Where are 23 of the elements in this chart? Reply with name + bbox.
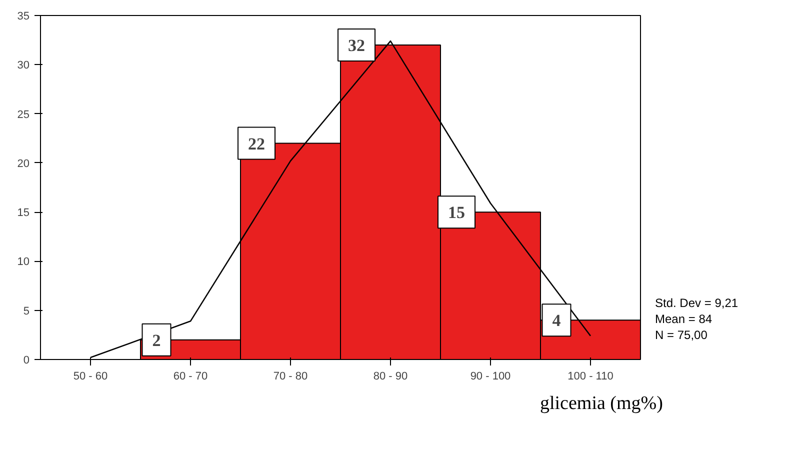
y-tick-label: 20	[17, 158, 30, 170]
x-tick-label: 80 - 90	[373, 370, 408, 382]
data-label: 22	[248, 134, 265, 154]
y-tick-label: 25	[17, 108, 30, 121]
text: Std. Dev = 9,21	[655, 296, 738, 310]
y-tick-label: 5	[23, 305, 30, 318]
x-tick-label: 100 - 110	[568, 370, 614, 382]
y-tick-label: 35	[17, 10, 30, 22]
y-tick-label: 15	[17, 207, 30, 220]
data-label: 32	[348, 36, 365, 55]
y-tick-label: 0	[23, 354, 30, 366]
text: N = 75,00	[655, 328, 708, 342]
data-label: 2	[152, 330, 161, 350]
x-tick-label: 90 - 100	[470, 370, 511, 382]
data-label: 15	[448, 203, 465, 222]
x-tick-label: 50 - 60	[73, 370, 108, 382]
text: Mean = 84	[655, 312, 712, 326]
x-axis-title: glicemia (mg%)	[540, 392, 663, 416]
data-label: 4	[552, 311, 562, 330]
y-tick-label: 10	[17, 256, 30, 268]
x-tick-label: 70 - 80	[273, 370, 308, 382]
x-tick-label: 60 - 70	[173, 370, 208, 382]
y-tick-label: 30	[17, 60, 30, 72]
